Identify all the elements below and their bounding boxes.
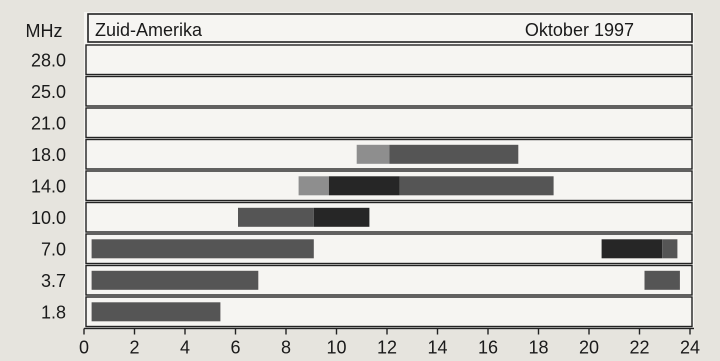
band-row: [85, 170, 693, 202]
y-tick-label: 18.0: [31, 145, 66, 165]
open-segment-bar: [662, 239, 678, 259]
x-tick-label: 8: [281, 338, 291, 357]
x-tick-label: 16: [478, 338, 498, 357]
y-tick-label: 14.0: [31, 176, 66, 196]
x-tick-label: 4: [180, 338, 190, 357]
band-row: [85, 264, 693, 296]
open-segment-bar: [601, 239, 663, 259]
y-tick-label: 3.7: [41, 271, 66, 291]
chart-subtitle: Oktober 1997: [525, 20, 634, 40]
open-segment-bar: [91, 270, 259, 290]
open-segment-bar: [328, 176, 400, 196]
y-tick-label: 10.0: [31, 208, 66, 228]
y-tick-label: 25.0: [31, 82, 66, 102]
x-tick-label: 24: [680, 338, 700, 357]
open-segment-bar: [298, 176, 329, 196]
band-row: [85, 138, 693, 170]
open-segment-bar: [356, 144, 390, 164]
title-box: [87, 13, 693, 43]
chart-title: Zuid-Amerika: [95, 20, 203, 40]
open-segment-bar: [238, 207, 314, 227]
x-tick-label: 20: [579, 338, 599, 357]
y-axis-label: MHz: [26, 21, 63, 41]
open-segment-bar: [91, 302, 221, 322]
band-row: [85, 75, 693, 107]
x-tick-label: 2: [129, 338, 139, 357]
x-tick-label: 6: [230, 338, 240, 357]
x-tick-label: 12: [377, 338, 397, 357]
y-tick-label: 28.0: [31, 50, 66, 70]
open-segment-bar: [389, 144, 519, 164]
band-row: [85, 201, 693, 233]
open-segment-bar: [399, 176, 554, 196]
y-tick-label: 1.8: [41, 302, 66, 322]
x-tick-label: 22: [629, 338, 649, 357]
x-tick-label: 0: [79, 338, 89, 357]
y-tick-label: 21.0: [31, 113, 66, 133]
band-row: [85, 107, 693, 139]
x-tick-label: 10: [326, 338, 346, 357]
x-tick-label: 18: [528, 338, 548, 357]
y-tick-label: 7.0: [41, 239, 66, 259]
open-segment-bar: [313, 207, 370, 227]
x-tick-label: 14: [427, 338, 447, 357]
band-row: [85, 296, 693, 328]
band-row: [85, 233, 693, 265]
open-segment-bar: [91, 239, 314, 259]
open-segment-bar: [644, 270, 680, 290]
band-row: [85, 44, 693, 76]
